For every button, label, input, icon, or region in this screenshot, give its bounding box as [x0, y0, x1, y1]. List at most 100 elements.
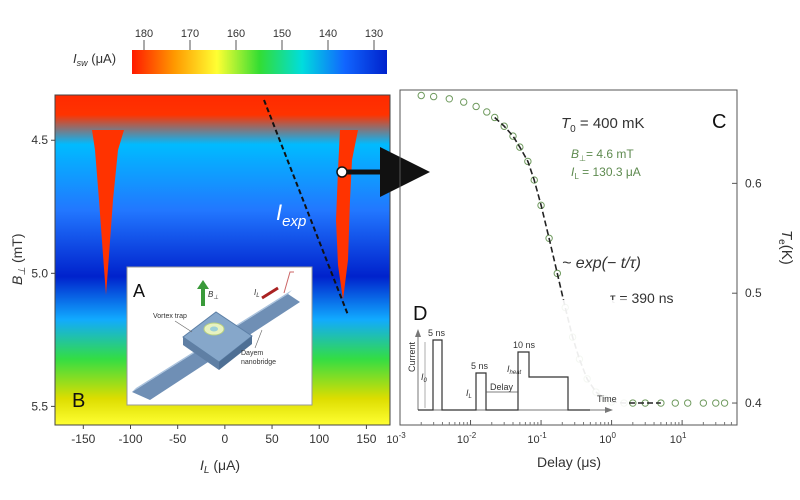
- heatmap-ylabel: B: [9, 276, 25, 285]
- scatter-point: [684, 399, 692, 407]
- t0-label: T: [561, 115, 572, 132]
- pulse-iheat: I: [507, 364, 510, 374]
- scatter-point: [429, 92, 438, 101]
- scatter-xtick-label: 10-3: [386, 431, 406, 446]
- t0-value: = 400 mK: [576, 115, 645, 132]
- il-label: I: [571, 165, 575, 179]
- scatter-point: [516, 143, 524, 151]
- svg-text:I0: I0: [421, 372, 428, 384]
- operating-point-marker: [336, 166, 348, 178]
- svg-text:IL: IL: [466, 388, 472, 400]
- scatter-point: [712, 399, 720, 407]
- b-label: B: [571, 147, 579, 161]
- heatmap-panel: Iexp 4.55.05.5 -150 -100 -50 0 50 100 150 B⊥ (…: [9, 94, 391, 476]
- scatter-xlabel: Delay (μs): [537, 454, 601, 470]
- pulse-time-label: Time: [597, 394, 617, 404]
- heatmap-ytick-label: 5.5: [31, 399, 48, 413]
- scatter-ytick-label: 0.4: [745, 396, 762, 410]
- inset-b-label: B: [208, 290, 214, 299]
- svg-text:T0 = 400 mK: T0 = 400 mK: [561, 115, 645, 135]
- inset-il-arrow: [261, 286, 279, 300]
- svg-text:IL = 130.3 μA: IL = 130.3 μA: [571, 165, 641, 181]
- heatmap-ylabel-sub: ⊥: [17, 267, 28, 276]
- inset-nanobridge-label: nanobridge: [241, 359, 276, 366]
- scatter-point: [483, 108, 491, 116]
- pulse-iheat-sub: heat: [510, 370, 522, 376]
- pulse-waveform: [418, 339, 590, 411]
- svg-text:IL (μA): IL (μA): [200, 457, 240, 476]
- pulse-il-sub: L: [469, 394, 472, 400]
- panel-label-d: D: [413, 303, 427, 325]
- svg-text:B⊥ (mT): B⊥ (mT): [9, 234, 28, 286]
- inset-vortex-trap-label: Vortex trap: [153, 313, 187, 320]
- heatmap-yticks: 4.5 5.0 5.5: [31, 133, 55, 413]
- il-value: = 130.3 μA: [579, 165, 641, 179]
- pulse-5ns-a: 5 ns: [428, 328, 446, 338]
- svg-text:Iexp: Iexp: [276, 200, 306, 230]
- panel-label-b: B: [72, 390, 85, 412]
- colorbar-tick-label: 180: [135, 28, 153, 40]
- scatter-ylabel-sub: e: [776, 239, 787, 245]
- svg-text:Isw (μA): Isw (μA): [73, 51, 116, 68]
- colorbar-tick-label: 140: [319, 28, 337, 40]
- svg-text:B⊥= 4.6 mT: B⊥= 4.6 mT: [571, 147, 634, 163]
- scatter-point: [445, 95, 453, 103]
- scatter-point: [699, 399, 708, 407]
- scatter-ytick-label: 0.6: [745, 176, 762, 190]
- svg-text:IL: IL: [254, 288, 260, 299]
- inset-il-sub: L: [256, 293, 259, 299]
- colorbar-bar: [132, 50, 387, 74]
- pulse-delay-label: Delay: [490, 382, 514, 392]
- exp-annotation: ~ exp(− t/τ): [562, 255, 641, 272]
- scatter-point: [472, 102, 480, 111]
- il-sub: L: [574, 172, 579, 181]
- scatter-point: [490, 113, 499, 122]
- t0-sub: 0: [570, 124, 576, 135]
- heatmap-xtick-label: -50: [169, 432, 187, 446]
- heatmap-xtick-label: 150: [356, 432, 376, 446]
- svg-text:B⊥: B⊥: [208, 290, 219, 301]
- colorbar-tick-label: 130: [365, 28, 383, 40]
- colorbar: Isw (μA) 180 170 160 150 140 130: [73, 28, 387, 74]
- svg-text:Te(K): Te(K): [776, 230, 795, 265]
- scatter-xtick-label: 10-1: [527, 431, 547, 446]
- scatter-ylabel-unit: (K): [778, 245, 795, 265]
- inset-dayem-label: Dayem: [241, 350, 263, 357]
- scatter-yticks: 0.4 0.5 0.6: [732, 176, 762, 410]
- scatter-ylabel: T: [778, 230, 795, 241]
- scatter-ytick-label: 0.5: [745, 286, 762, 300]
- scatter-point: [417, 91, 425, 100]
- b-value: = 4.6 mT: [586, 147, 634, 161]
- b-sub: ⊥: [579, 154, 586, 163]
- heatmap-xtick-label: -150: [71, 432, 95, 446]
- svg-text:Iheat: Iheat: [507, 364, 522, 376]
- scatter-xticks: 10-3 10-2 10-1 100 101: [386, 420, 732, 446]
- heatmap-xlabel: I: [200, 457, 204, 473]
- colorbar-ticks: 180 170 160 150 140 130: [135, 28, 383, 50]
- heatmap-xtick-label: 100: [309, 432, 329, 446]
- heatmap-xtick-label: 50: [265, 432, 279, 446]
- heatmap-xtick-label: 0: [222, 432, 229, 446]
- scatter-frame: [399, 89, 738, 426]
- pulse-inset-background: [404, 300, 629, 420]
- pulse-il: I: [466, 388, 469, 398]
- scatter-xtick-label: 10-2: [457, 431, 477, 446]
- heatmap-dip-left: [92, 130, 124, 295]
- panel-label-c: C: [712, 111, 726, 133]
- scatter-point: [537, 201, 545, 210]
- device-inset: B⊥ IL Vortex trap Dayem nanobridge A: [126, 266, 313, 406]
- pulse-10ns: 10 ns: [513, 340, 536, 350]
- scatter-point: [459, 98, 468, 106]
- panel-label-a: A: [133, 281, 145, 301]
- relaxation-panel: 10-3 10-2 10-1 100 101 0.40.50.6 T0 = 400 mK…: [386, 89, 795, 470]
- scatter-point: [530, 176, 538, 184]
- heatmap-ylabel-unit: (mT): [9, 234, 25, 267]
- pulse-current-label: Current: [407, 341, 417, 372]
- inset-il-label: I: [254, 288, 257, 297]
- scatter-point: [671, 399, 679, 407]
- pulse-inset: D Current Time 5 ns 5 ns 10 ns I0 IL Ihe…: [404, 300, 629, 420]
- scatter-point: [524, 157, 532, 166]
- colorbar-tick-label: 170: [181, 28, 199, 40]
- heatmap-frame: [54, 94, 391, 426]
